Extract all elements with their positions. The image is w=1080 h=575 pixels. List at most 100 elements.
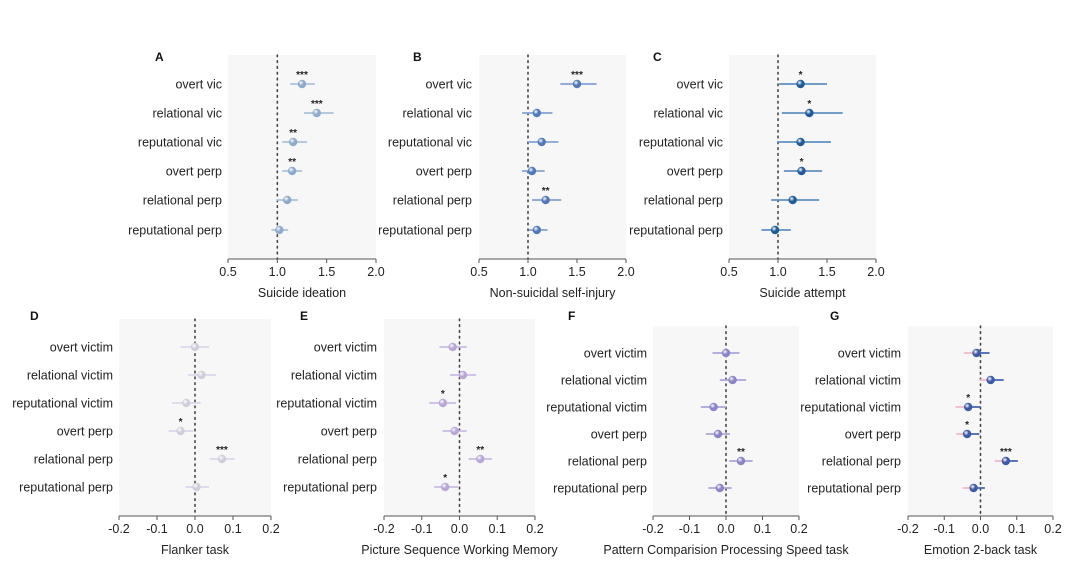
estimate-point	[709, 402, 718, 412]
row-reputational-victim: reputational victim	[546, 401, 726, 415]
row-relational-vic: relational vic	[403, 107, 553, 121]
significance-marker: *	[441, 389, 445, 400]
estimate-point	[969, 483, 978, 493]
panel-letter: C	[653, 50, 662, 64]
estimate-point	[438, 398, 448, 408]
estimate-point	[805, 108, 814, 118]
x-tick-label: -0.2	[897, 522, 919, 536]
row-label: overt perp	[321, 425, 377, 439]
x-tick-label: 0.0	[717, 522, 734, 536]
significance-marker: **	[542, 186, 550, 197]
row-label: overt victim	[50, 341, 113, 355]
row-overt-victim: overt victim	[50, 341, 210, 355]
row-reputational-victim: reputational victim	[12, 397, 201, 411]
row-label: relational victim	[27, 369, 113, 383]
row-reputational-vic: reputational vic **	[138, 128, 307, 150]
x-tick-label: 2.0	[617, 265, 634, 279]
panel-letter: D	[30, 309, 39, 323]
estimate-point	[275, 225, 284, 235]
row-reputational-victim: reputational victim *	[800, 393, 981, 415]
row-label: overt victim	[584, 347, 647, 361]
significance-marker: *	[965, 420, 969, 431]
estimate-point	[770, 225, 780, 235]
row-overt-perp: overt perp	[321, 425, 467, 439]
row-label: overt perp	[667, 165, 723, 179]
plot-background	[479, 55, 626, 259]
significance-marker: **	[737, 447, 745, 458]
row-label: relational vic	[654, 107, 723, 121]
row-label: overt perp	[166, 165, 222, 179]
x-tick-label: -0.1	[933, 522, 955, 536]
plot-background	[729, 55, 876, 259]
row-overt-perp: overt perp	[416, 165, 545, 179]
row-reputational-perp: reputational perp *	[283, 473, 458, 495]
row-label: overt perp	[57, 425, 113, 439]
estimate-point	[288, 137, 298, 147]
x-tick-label: 0.0	[186, 522, 203, 536]
x-tick-label: 0.1	[489, 522, 506, 536]
row-relational-perp: relational perp	[143, 194, 299, 208]
x-tick-label: 2.0	[367, 265, 384, 279]
x-tick-label: 0.2	[262, 522, 279, 536]
row-label: overt vic	[175, 78, 222, 92]
x-tick-label: 0.1	[754, 522, 771, 536]
row-label: relational perp	[644, 194, 723, 208]
estimate-point	[197, 370, 206, 380]
significance-marker: *	[443, 473, 447, 484]
row-relational-victim: relational victim	[27, 369, 216, 383]
row-overt-vic: overt vic *	[676, 70, 827, 92]
row-label: reputational perp	[128, 224, 222, 238]
estimate-point	[797, 166, 806, 176]
estimate-point	[182, 398, 191, 408]
row-label: relational perp	[34, 453, 113, 467]
significance-marker: ***	[1000, 447, 1012, 458]
panel-letter: B	[413, 50, 422, 64]
row-label: reputational perp	[553, 482, 647, 496]
significance-marker: *	[966, 393, 970, 404]
estimate-point	[715, 483, 724, 493]
estimate-point	[541, 195, 550, 205]
estimate-point	[736, 456, 746, 466]
estimate-point	[788, 195, 797, 205]
row-overt-victim: overt victim	[584, 347, 740, 361]
estimate-point	[312, 108, 321, 118]
estimate-point	[217, 454, 227, 464]
x-tick-label: -0.2	[373, 522, 395, 536]
x-axis-title: Emotion 2-back task	[924, 543, 1038, 557]
row-overt-perp: overt perp **	[166, 157, 302, 179]
significance-marker: **	[288, 157, 296, 168]
row-label: overt perp	[416, 165, 472, 179]
row-label: relational vic	[153, 107, 222, 121]
x-tick-label: 0.0	[451, 522, 468, 536]
row-label: relational victim	[291, 369, 377, 383]
x-tick-label: 1.5	[568, 265, 585, 279]
row-label: reputational perp	[807, 482, 901, 496]
estimate-point	[796, 137, 805, 147]
row-relational-perp: relational perp	[644, 194, 820, 208]
x-axis-title: Suicide attempt	[759, 286, 846, 300]
x-tick-label: 0.2	[526, 522, 543, 536]
panel-letter: A	[155, 50, 164, 64]
x-tick-label: 1.0	[269, 265, 286, 279]
significance-marker: ***	[311, 99, 323, 110]
x-tick-label: -0.2	[642, 522, 664, 536]
row-label: overt victim	[838, 347, 901, 361]
significance-marker: ***	[571, 70, 583, 81]
x-axis-title: Picture Sequence Working Memory	[361, 543, 558, 557]
significance-marker: *	[800, 157, 804, 168]
estimate-point	[176, 426, 185, 436]
estimate-point	[532, 225, 542, 235]
row-reputational-perp: reputational perp	[629, 224, 791, 238]
row-relational-victim: relational victim	[815, 374, 1004, 388]
x-tick-label: 0.1	[224, 522, 241, 536]
estimate-point	[796, 79, 805, 89]
x-tick-label: 0.5	[219, 265, 236, 279]
row-overt-perp: overt perp	[591, 428, 731, 442]
row-overt-perp: overt perp *	[845, 420, 980, 442]
x-tick-label: -0.1	[146, 522, 168, 536]
x-tick-label: -0.1	[411, 522, 433, 536]
estimate-point	[476, 454, 485, 464]
plot-background	[228, 55, 376, 259]
